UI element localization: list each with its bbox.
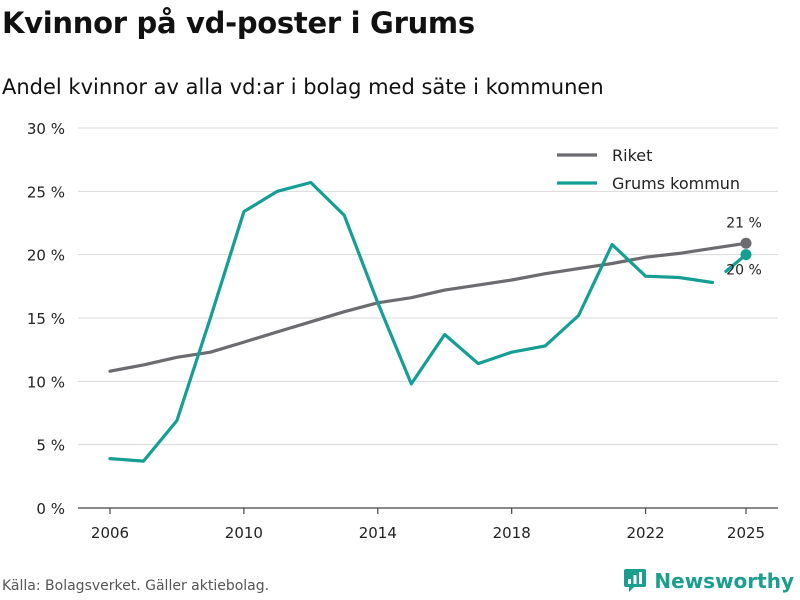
chart-subtitle: Andel kvinnor av alla vd:ar i bolag med … bbox=[2, 75, 604, 99]
end-label-grums: 20 % bbox=[726, 263, 762, 279]
x-tick-label: 2014 bbox=[359, 524, 397, 542]
newsworthy-logo-icon bbox=[624, 569, 647, 592]
source-note: Källa: Bolagsverket. Gäller aktiebolag. bbox=[2, 578, 270, 594]
x-tick-label: 2025 bbox=[727, 524, 765, 542]
y-tick-label: 0 % bbox=[36, 500, 65, 518]
end-labels: 21 % 20 % bbox=[726, 215, 762, 278]
brand-logo-block: Newsworthy bbox=[623, 568, 794, 594]
x-tick-label: 2010 bbox=[225, 524, 263, 542]
series-line-grums bbox=[108, 180, 715, 463]
chart-title: Kvinnor på vd-poster i Grums bbox=[2, 6, 475, 40]
grid-layer bbox=[78, 127, 778, 509]
x-tick-label: 2006 bbox=[91, 524, 129, 542]
legend-label: Riket bbox=[612, 146, 652, 165]
x-tick-label: 2022 bbox=[626, 524, 664, 542]
series-layer bbox=[108, 180, 752, 463]
end-point-riket bbox=[740, 237, 752, 249]
y-tick-label: 20 % bbox=[27, 247, 65, 265]
end-point-grums bbox=[740, 249, 752, 261]
y-tick-label: 15 % bbox=[27, 310, 65, 328]
legend-label: Grums kommun bbox=[612, 174, 740, 193]
end-label-riket: 21 % bbox=[726, 215, 762, 231]
y-tick-label: 30 % bbox=[27, 120, 65, 138]
legend: Riket Grums kommun bbox=[557, 146, 740, 193]
brand-name: Newsworthy bbox=[654, 569, 794, 593]
y-tick-label: 25 % bbox=[27, 183, 65, 201]
axis-layer: 0 % 5 % 10 % 15 % 20 % 25 % 30 % 2006 2010 2014 20… bbox=[27, 120, 765, 542]
y-tick-label: 10 % bbox=[27, 373, 65, 391]
y-tick-label: 5 % bbox=[36, 437, 65, 455]
series-line-riket bbox=[108, 241, 748, 373]
x-tick-label: 2018 bbox=[493, 524, 531, 542]
